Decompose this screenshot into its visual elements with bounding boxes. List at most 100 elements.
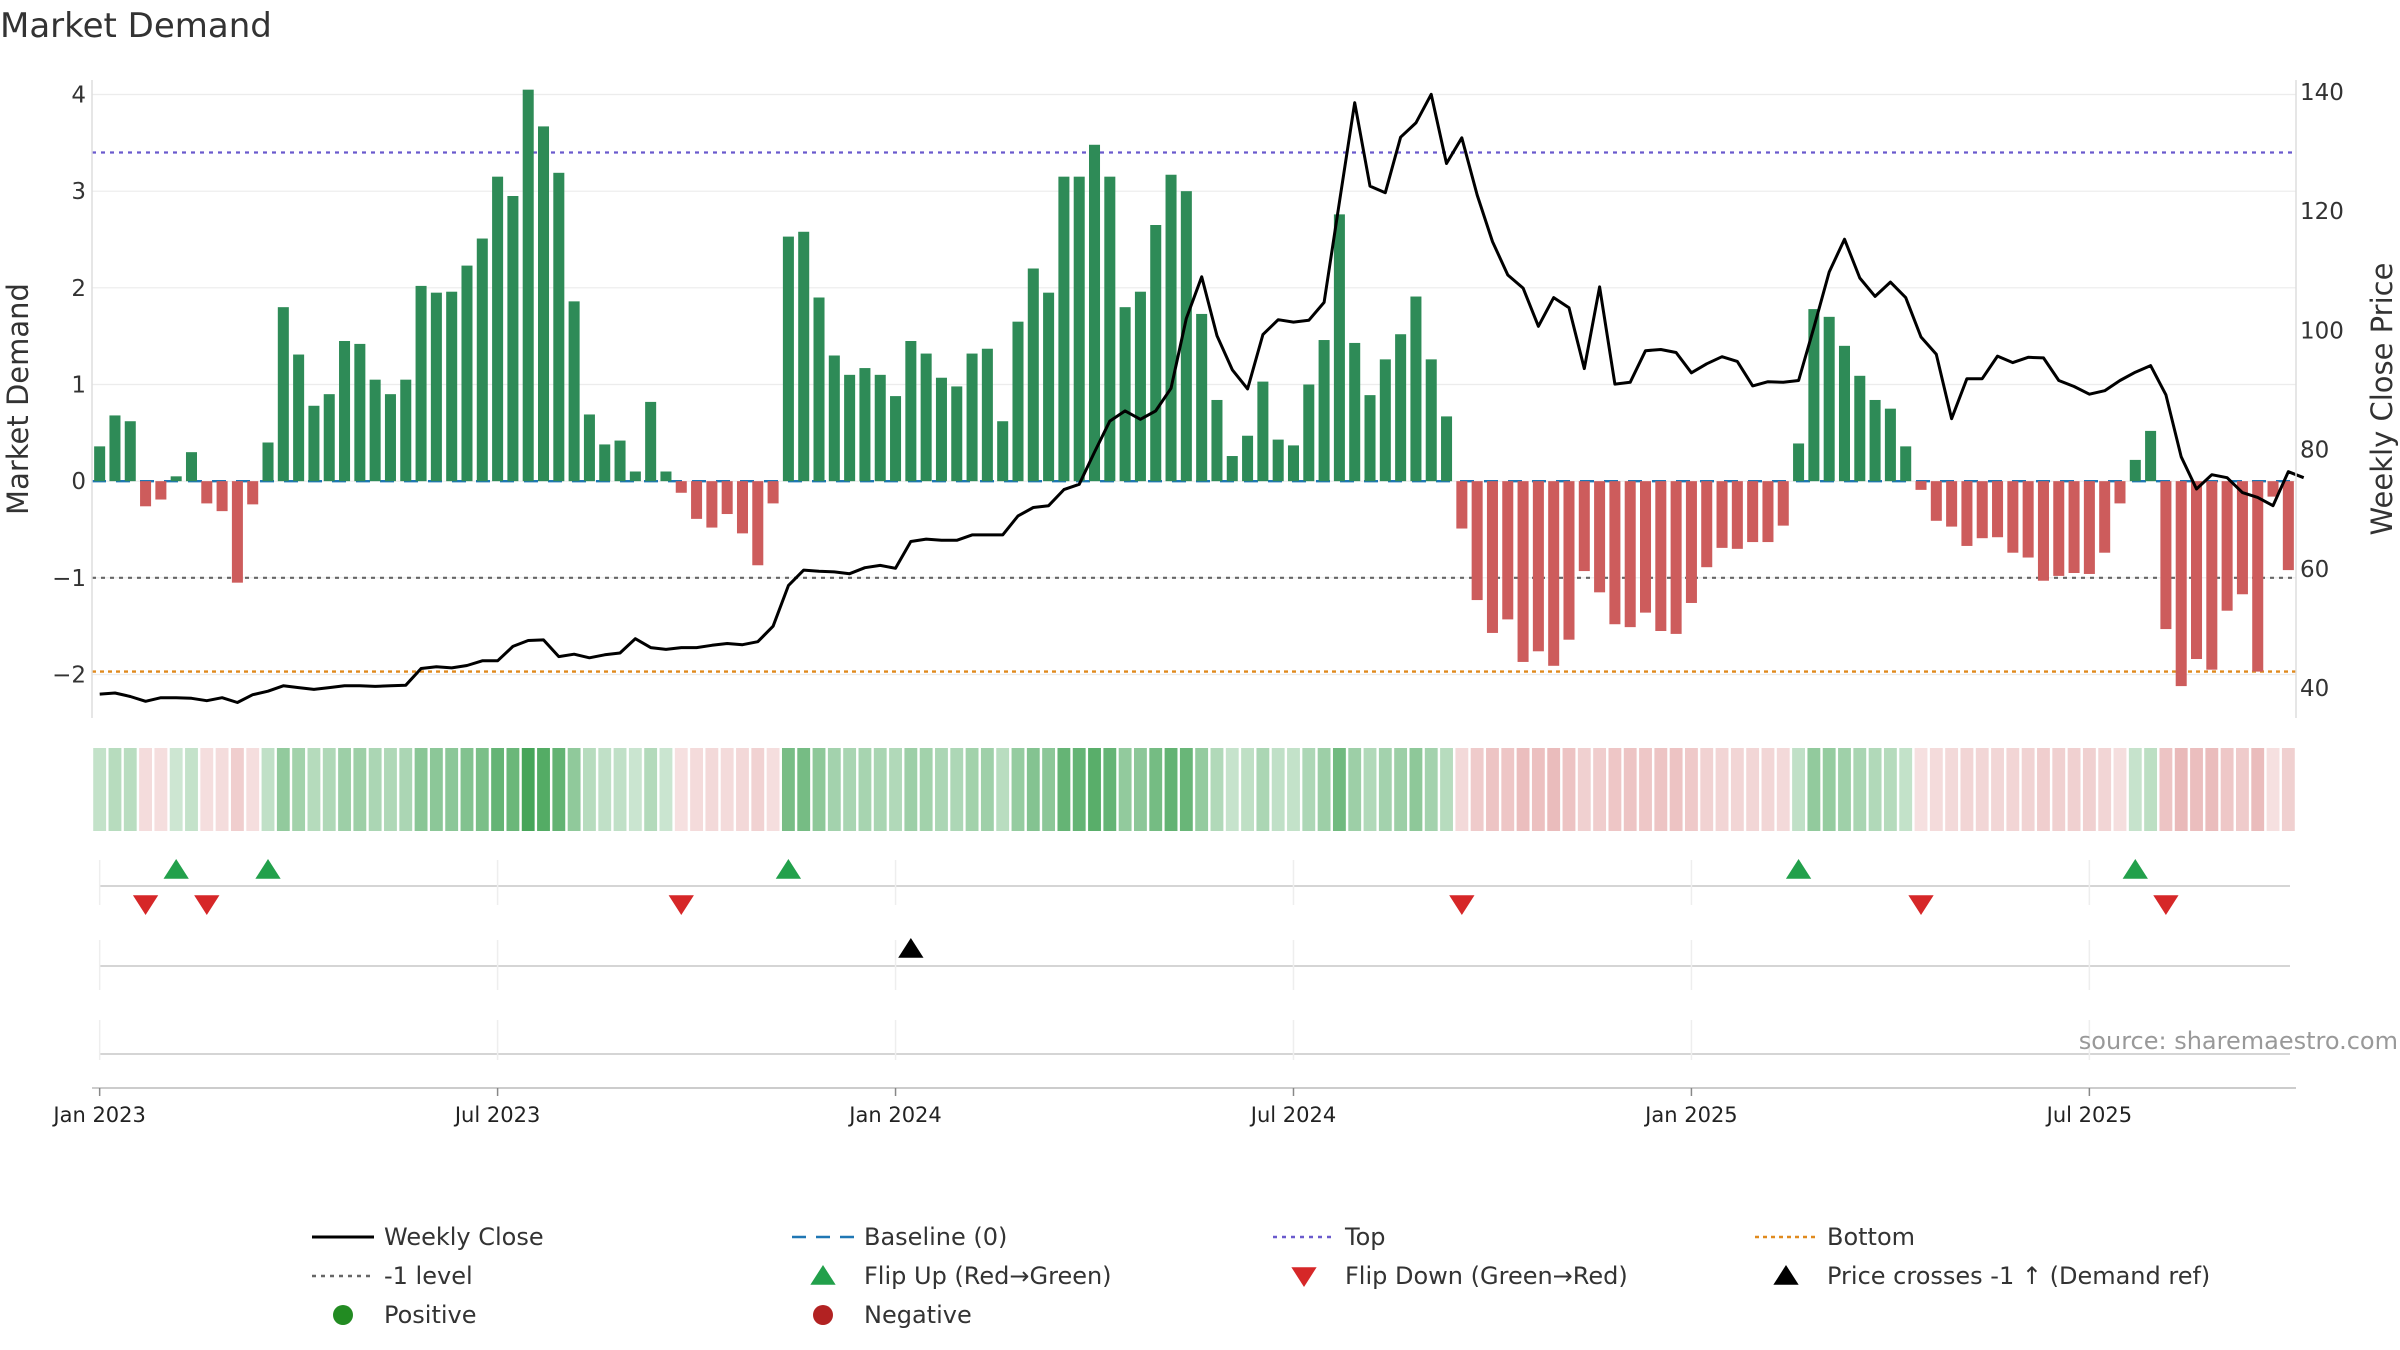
demand-bar (2175, 481, 2187, 687)
legend-swatch (333, 1305, 353, 1325)
heat-cell (1730, 748, 1744, 831)
heat-cell (736, 748, 749, 831)
legend-label: Negative (864, 1301, 972, 1329)
price-cross-marker (898, 938, 924, 958)
demand-bar (1793, 443, 1805, 482)
demand-bar (507, 196, 519, 482)
demand-bar (1395, 334, 1407, 482)
heat-cell (2037, 748, 2050, 831)
demand-bar (1471, 481, 1483, 601)
demand-bar (752, 481, 764, 566)
demand-bar (185, 452, 197, 482)
heat-cell (1409, 748, 1423, 831)
heat-cell (567, 748, 581, 831)
demand-bar (1104, 176, 1116, 482)
legend-item: Weekly Close (312, 1223, 544, 1251)
heat-cell (1241, 748, 1254, 831)
y-tick-label: 2 (71, 276, 86, 302)
demand-bar (354, 343, 366, 482)
demand-bar (1624, 481, 1636, 628)
demand-bar (1333, 214, 1345, 482)
heat-cell (1042, 748, 1056, 831)
heat-cell (1057, 748, 1071, 831)
demand-bar (1640, 481, 1652, 613)
heat-cell (705, 748, 719, 831)
y2-tick-label: 100 (2300, 318, 2344, 344)
demand-bar (1180, 191, 1192, 482)
demand-bar (1609, 481, 1621, 625)
demand-bar (308, 405, 320, 482)
heat-cell (1103, 748, 1117, 831)
heat-cell (965, 748, 979, 831)
heat-cell (1195, 748, 1209, 831)
heat-cell (2266, 748, 2280, 831)
heat-cell (2281, 748, 2295, 831)
y-tick-label: 4 (71, 83, 86, 109)
demand-bar (721, 481, 733, 515)
heat-cell (1669, 748, 1683, 831)
demand-bar (2145, 430, 2157, 482)
demand-bar (951, 386, 963, 482)
demand-bar (170, 476, 182, 482)
demand-bar (1349, 342, 1361, 482)
demand-bar (2252, 481, 2264, 672)
heat-cell (1026, 748, 1040, 831)
heat-cell (1256, 748, 1270, 831)
heat-cell (200, 748, 214, 831)
heat-cell (889, 748, 902, 831)
heat-cell (292, 748, 306, 831)
heat-cell (1332, 748, 1346, 831)
demand-bar (538, 126, 550, 482)
heat-cell (338, 748, 351, 831)
demand-bar (1456, 481, 1468, 529)
flip-down-marker (132, 895, 159, 915)
heat-cell (1761, 748, 1775, 831)
legend-item: Negative (813, 1301, 972, 1329)
demand-bar (1838, 345, 1850, 482)
heat-cell (1271, 748, 1285, 831)
heat-cell (1011, 748, 1025, 831)
x-tick-label: Jan 2024 (847, 1103, 942, 1127)
flip-up-marker (775, 859, 802, 879)
heat-cell (690, 748, 703, 831)
heat-cell (368, 748, 382, 831)
heat-cell (1486, 748, 1499, 831)
demand-bar (1563, 481, 1575, 640)
legend: Weekly Close Baseline (0) Top Bottom -1 leve… (312, 1223, 2210, 1329)
heat-cell (1424, 748, 1438, 831)
demand-bar (1043, 292, 1055, 482)
demand-bar (522, 89, 534, 482)
demand-bar (124, 421, 136, 482)
heat-cell (2067, 748, 2081, 831)
heat-cell (307, 748, 321, 831)
heat-cell (139, 748, 152, 831)
heat-cell (659, 748, 673, 831)
heat-cell (1501, 748, 1515, 831)
demand-bar (1808, 309, 1820, 482)
demand-bar (339, 341, 351, 482)
heat-cell (1577, 748, 1591, 831)
demand-bar (1211, 399, 1223, 482)
heat-cell (93, 748, 107, 831)
demand-bar (1410, 296, 1422, 482)
y-axis-label: Market Demand (1, 283, 35, 515)
heat-cell (2006, 748, 2020, 831)
demand-bar (645, 401, 657, 482)
demand-bar (476, 238, 488, 482)
demand-bar (1548, 481, 1560, 666)
heat-cell (1531, 748, 1545, 831)
heat-cell (276, 748, 290, 831)
heat-cell (1455, 748, 1469, 831)
demand-bar (2007, 481, 2019, 553)
heat-cell (1470, 748, 1484, 831)
heat-cell (827, 748, 841, 831)
x-tick-label: Jul 2025 (2045, 1103, 2132, 1127)
y-tick-label: 1 (71, 373, 86, 399)
legend-swatch (813, 1305, 833, 1325)
heat-cell (1929, 748, 1943, 831)
y-tick-label: −2 (52, 663, 86, 689)
demand-bar (2267, 481, 2279, 497)
demand-bar (1196, 313, 1208, 482)
demand-bar (1946, 481, 1958, 527)
heat-cell (1302, 748, 1316, 831)
